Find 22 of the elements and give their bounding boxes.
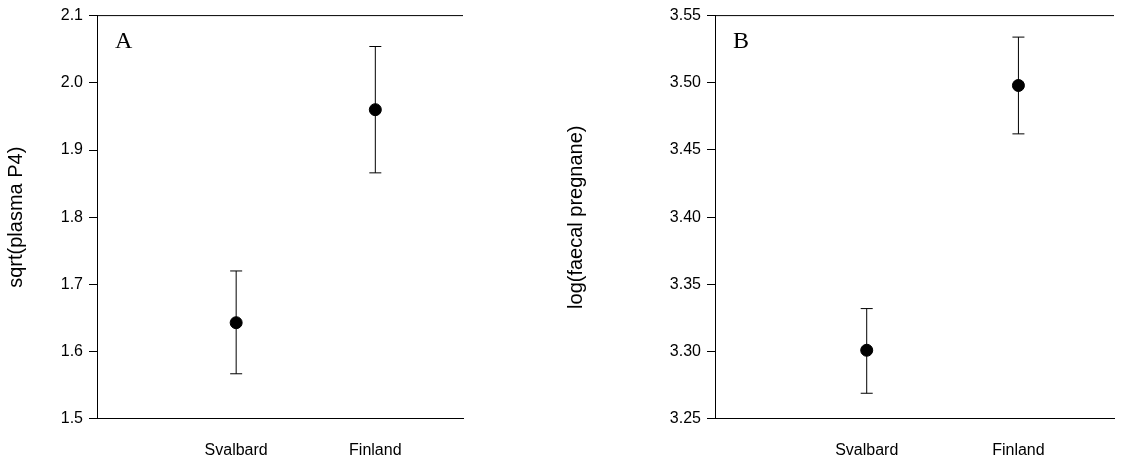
y-tick-label: 3.40 <box>669 207 702 225</box>
y-tick-label: 2.0 <box>60 73 84 91</box>
y-tick-label: 3.45 <box>669 140 702 158</box>
y-tick-label: 3.30 <box>669 342 702 360</box>
x-tick-label: Svalbard <box>835 440 899 458</box>
y-tick-label: 3.25 <box>669 409 702 427</box>
x-tick-label: Finland <box>349 440 402 458</box>
annotation: A <box>115 26 133 53</box>
annotation: B <box>733 26 750 53</box>
x-tick-label: Finland <box>992 440 1045 458</box>
y-tick-label: 3.35 <box>669 274 702 292</box>
x-tick-label: Svalbard <box>204 440 268 458</box>
y-tick-label: 3.55 <box>669 6 702 24</box>
y-axis-title: log(faecal pregnane) <box>563 125 586 309</box>
y-tick-label: 1.9 <box>60 140 84 158</box>
y-tick-label: 2.1 <box>60 6 84 24</box>
y-tick-label: 3.50 <box>669 73 702 91</box>
y-tick-label: 1.8 <box>60 207 84 225</box>
y-tick-label: 1.6 <box>60 342 84 360</box>
y-tick-label: 1.7 <box>60 274 84 292</box>
y-axis-title: sqrt(plasma P4) <box>3 146 26 288</box>
y-tick-label: 1.5 <box>60 409 84 427</box>
